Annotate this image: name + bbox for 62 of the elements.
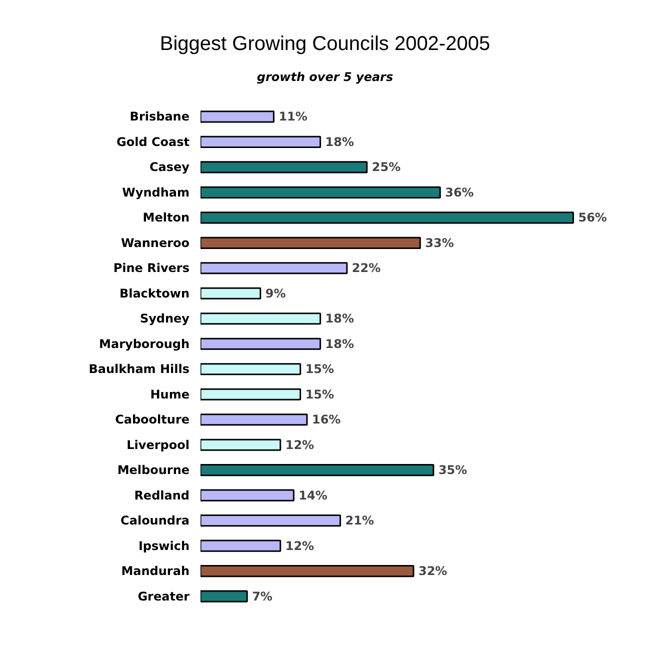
bar	[200, 211, 574, 224]
bar	[200, 262, 348, 274]
chart-subtitle: growth over 5 years	[256, 68, 394, 86]
y-tick-label: Pine Rivers	[113, 260, 190, 275]
y-tick-label: Wyndham	[122, 185, 190, 200]
y-tick-label: Brisbane	[130, 109, 190, 124]
data-label: 36%	[445, 185, 474, 200]
bar	[200, 236, 421, 249]
data-label: 35%	[438, 462, 468, 477]
bar	[200, 338, 322, 350]
y-tick-label: Redland	[134, 488, 190, 502]
data-label: 22%	[352, 260, 381, 275]
y-tick-label: Mandurah	[121, 564, 190, 578]
bar	[200, 160, 368, 173]
data-label: 56%	[578, 210, 607, 224]
y-tick-label: Wanneroo	[120, 236, 190, 250]
y-tick-label: Ipswich	[138, 538, 190, 553]
bar	[200, 287, 262, 300]
bar	[200, 540, 282, 552]
bar	[200, 186, 441, 198]
bar	[200, 388, 302, 400]
y-tick-label: Blacktown	[119, 286, 190, 300]
y-tick-label: Casey	[149, 160, 190, 174]
data-label: 7%	[252, 589, 272, 604]
data-label: 25%	[372, 160, 401, 174]
bar	[200, 438, 282, 451]
data-label: 32%	[418, 564, 448, 578]
data-label: 18%	[325, 311, 354, 326]
data-label: 12%	[285, 538, 314, 553]
y-tick-label: Caloundra	[120, 513, 190, 528]
bar	[200, 489, 294, 502]
y-tick-label: Gold Coast	[116, 134, 190, 149]
bar	[200, 564, 414, 577]
data-label: 14%	[298, 488, 328, 502]
data-label: 18%	[325, 134, 354, 149]
data-label: 33%	[425, 236, 454, 250]
data-label: 21%	[345, 513, 374, 528]
chart-title: Biggest Growing Councils 2002-2005	[160, 32, 490, 57]
bar	[200, 590, 248, 602]
data-label: 18%	[325, 336, 354, 351]
bar	[200, 136, 322, 148]
y-tick-label: Liverpool	[126, 438, 190, 452]
y-tick-label: Hume	[150, 387, 190, 402]
bar	[200, 413, 308, 426]
bar	[200, 312, 322, 324]
y-tick-label: Greater	[138, 589, 190, 604]
data-label: 15%	[305, 387, 334, 402]
data-label: 11%	[278, 109, 308, 124]
data-label: 15%	[305, 362, 334, 376]
data-label: 16%	[312, 412, 341, 426]
y-tick-label: Melbourne	[117, 462, 190, 477]
y-tick-label: Sydney	[140, 311, 190, 326]
data-label: 9%	[265, 286, 286, 300]
bar	[200, 110, 274, 122]
bar	[200, 464, 434, 476]
y-tick-label: Caboolture	[115, 412, 190, 426]
y-tick-label: Melton	[142, 210, 190, 224]
bar	[200, 362, 302, 375]
data-label: 12%	[285, 438, 314, 452]
y-tick-label: Baulkham Hills	[88, 362, 190, 376]
y-tick-label: Maryborough	[99, 336, 190, 351]
bar	[200, 514, 342, 526]
